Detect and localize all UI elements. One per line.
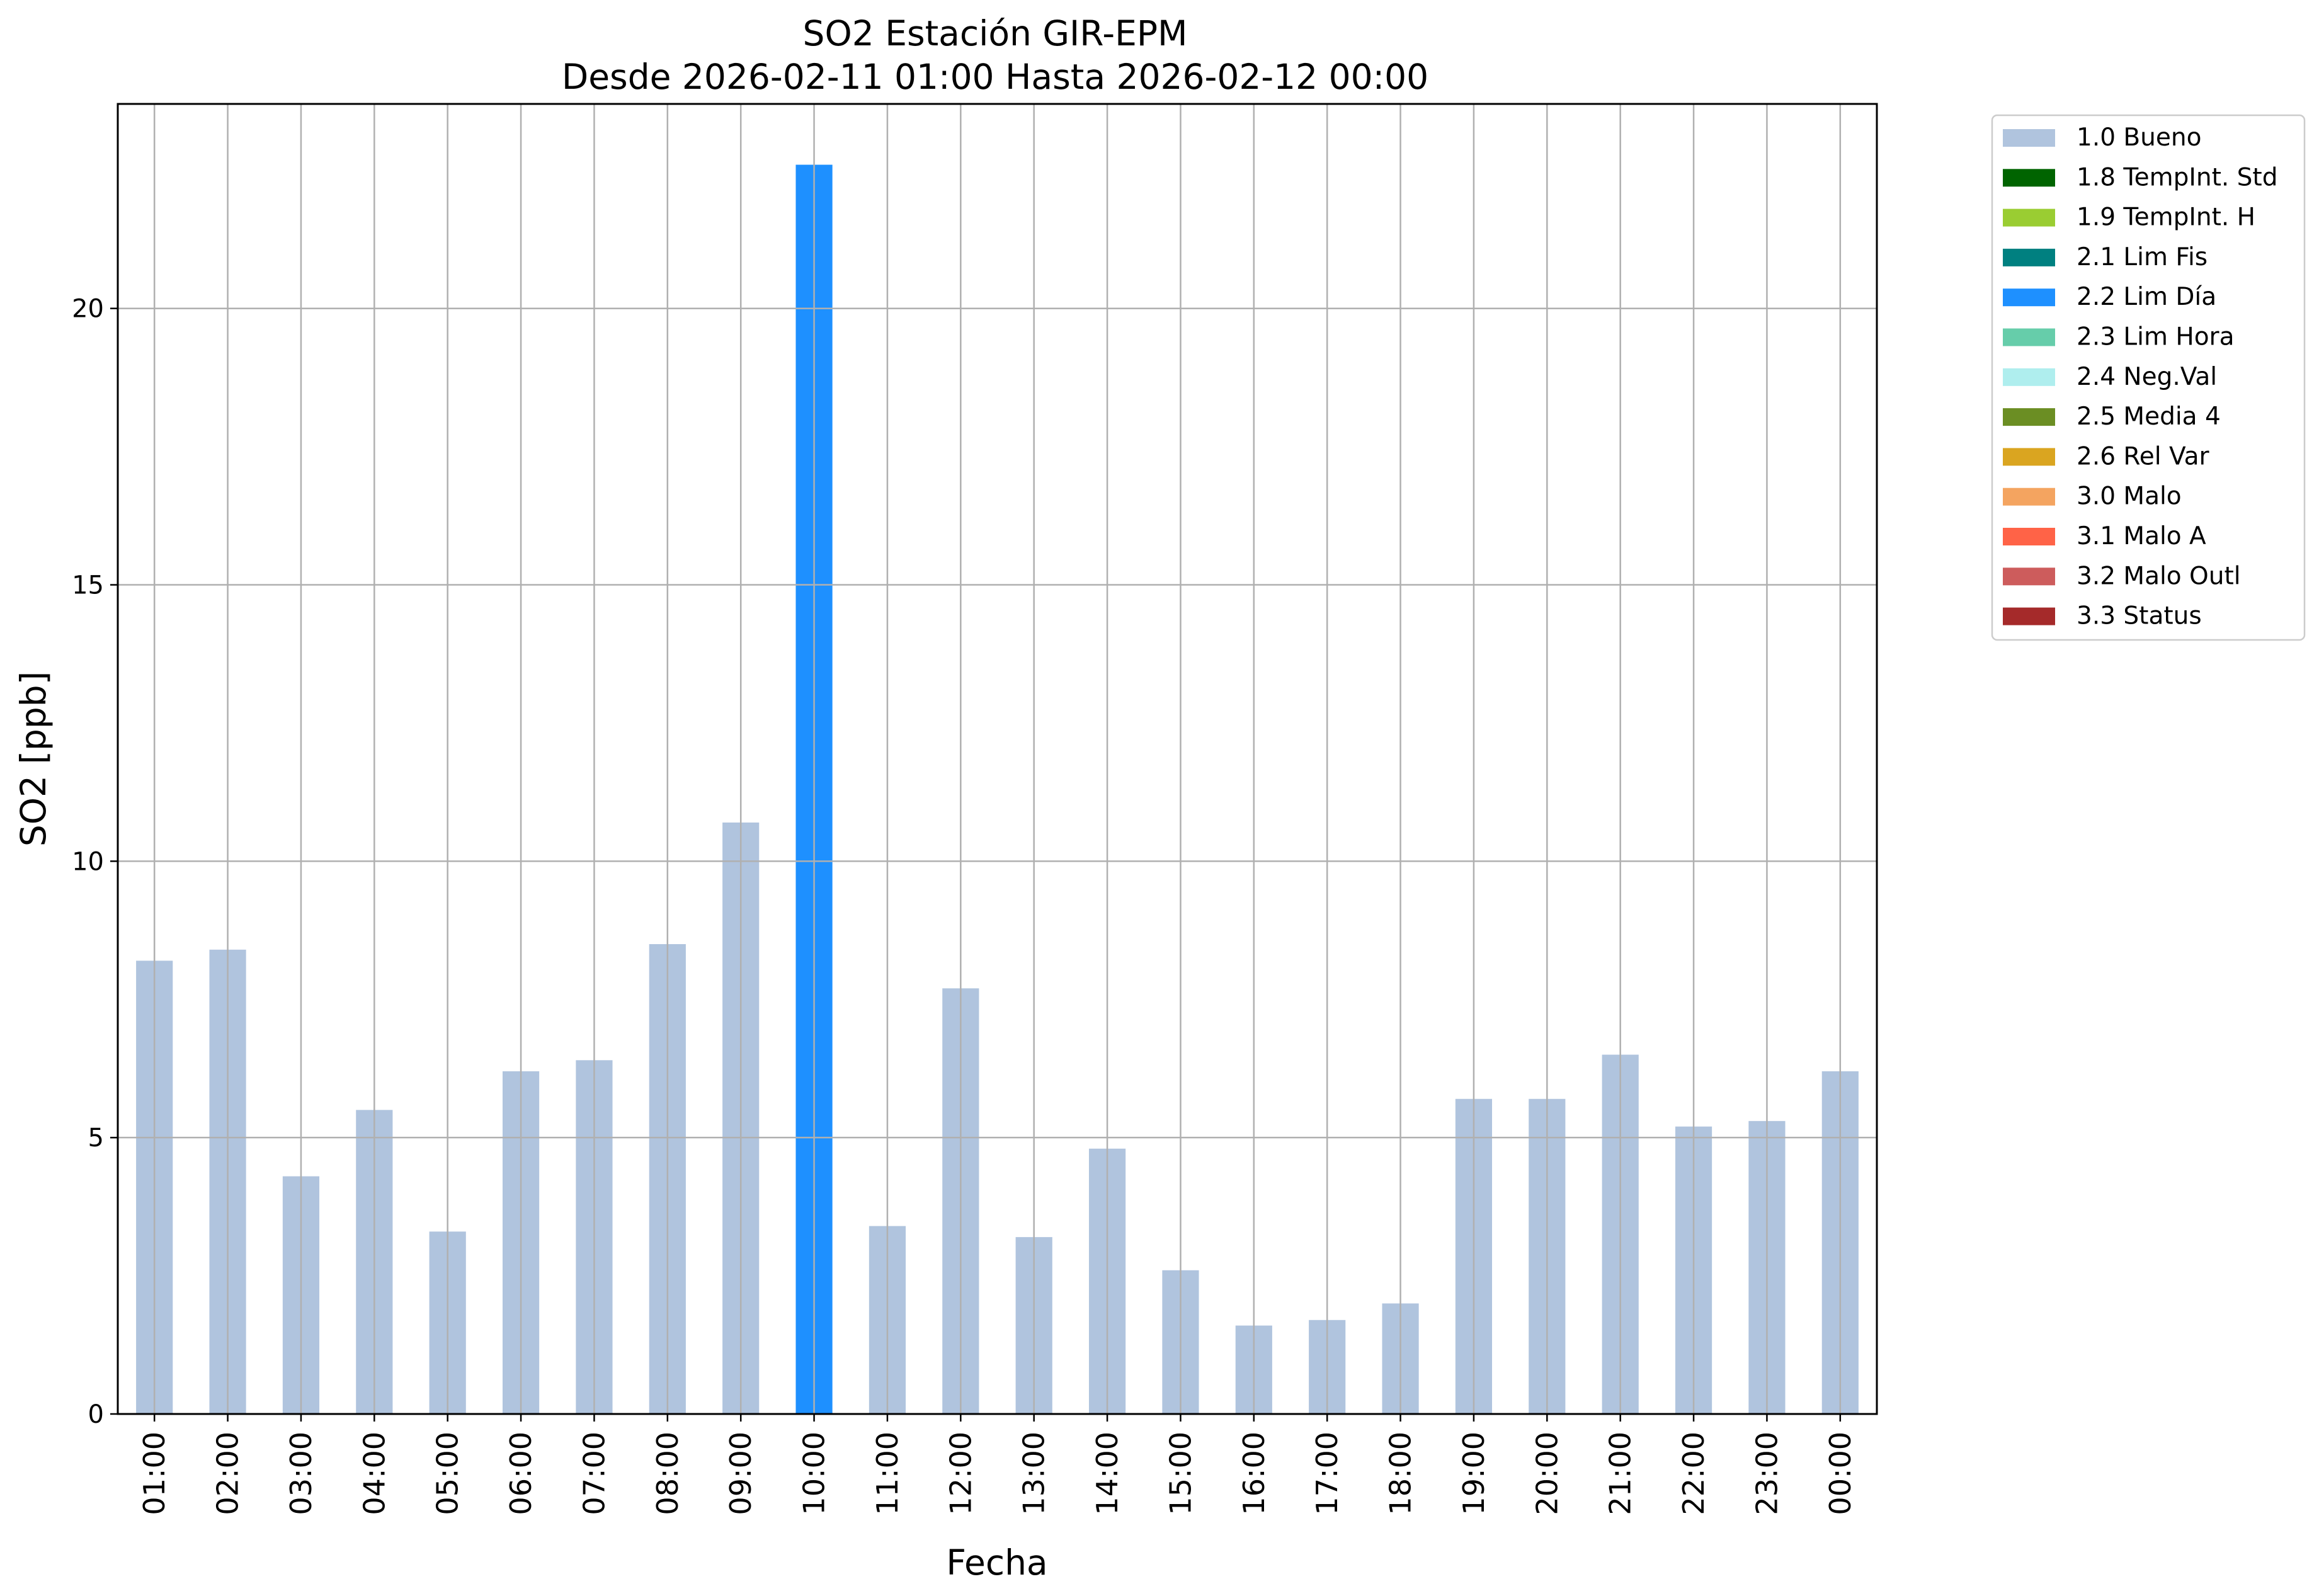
x-tick-label: 16:00 <box>1237 1432 1271 1515</box>
chart-title: SO2 Estación GIR-EPM <box>803 13 1188 54</box>
x-tick-label: 19:00 <box>1457 1432 1491 1515</box>
x-tick-label: 20:00 <box>1530 1432 1564 1515</box>
legend-swatch <box>2003 408 2055 426</box>
chart-subtitle: Desde 2026-02-11 01:00 Hasta 2026-02-12 … <box>562 57 1428 97</box>
legend-label: 2.3 Lim Hora <box>2077 323 2235 351</box>
x-tick-label: 07:00 <box>577 1432 611 1515</box>
x-tick-label: 03:00 <box>284 1432 318 1515</box>
x-tick-label: 08:00 <box>651 1432 685 1515</box>
y-tick-label: 20 <box>72 295 104 324</box>
legend-swatch <box>2003 208 2055 227</box>
legend-swatch <box>2003 487 2055 506</box>
legend-label: 2.1 Lim Fis <box>2077 243 2208 271</box>
y-tick-label: 5 <box>88 1124 104 1153</box>
x-tick-label: 04:00 <box>357 1432 391 1515</box>
legend-swatch <box>2003 528 2055 545</box>
y-axis-label: SO2 [ppb] <box>13 671 54 846</box>
x-tick-label: 23:00 <box>1750 1432 1784 1515</box>
x-tick-label: 05:00 <box>431 1432 465 1515</box>
legend-swatch <box>2003 328 2055 346</box>
legend-label: 1.8 TempInt. Std <box>2077 163 2277 191</box>
y-axis-ticks: 0 5 10 15 20 <box>72 295 118 1429</box>
x-tick-label: 01:00 <box>137 1432 171 1515</box>
x-tick-label: 14:00 <box>1090 1432 1124 1515</box>
legend-swatch <box>2003 368 2055 386</box>
bars <box>136 164 1859 1415</box>
legend-swatch <box>2003 607 2055 625</box>
legend-swatch <box>2003 448 2055 466</box>
legend: 1.0 Bueno 1.8 TempInt. Std 1.9 TempInt. H 2… <box>1991 114 2306 641</box>
legend-label: 3.3 Status <box>2077 602 2202 630</box>
legend-swatch <box>2003 248 2055 266</box>
x-axis-label: Fecha <box>946 1542 1047 1583</box>
x-axis-ticks: 01:00 02:00 03:00 04:00 05:00 06:00 07:00 08:00… <box>137 1414 1857 1515</box>
x-tick-label: 17:00 <box>1310 1432 1344 1515</box>
legend-label: 1.0 Bueno <box>2077 123 2201 152</box>
legend-label: 2.5 Media 4 <box>2077 402 2221 431</box>
legend-label: 1.9 TempInt. H <box>2077 203 2255 232</box>
legend-frame <box>1991 114 2306 641</box>
legend-label: 3.2 Malo Outl <box>2077 562 2241 590</box>
legend-swatch <box>2003 288 2055 307</box>
legend-label: 2.6 Rel Var <box>2077 442 2210 470</box>
y-tick-label: 15 <box>72 571 104 600</box>
x-tick-label: 06:00 <box>504 1432 538 1515</box>
x-tick-label: 21:00 <box>1604 1432 1638 1515</box>
legend-swatch <box>2003 169 2055 187</box>
x-tick-label: 15:00 <box>1163 1432 1197 1515</box>
legend-label: 2.4 Neg.Val <box>2077 363 2217 391</box>
x-tick-label: 22:00 <box>1677 1432 1711 1515</box>
y-tick-label: 10 <box>72 847 104 876</box>
x-tick-label: 02:00 <box>211 1432 245 1515</box>
y-tick-label: 0 <box>88 1400 104 1429</box>
legend-label: 3.1 Malo A <box>2077 522 2206 550</box>
x-tick-label: 10:00 <box>797 1432 831 1515</box>
legend-label: 3.0 Malo <box>2077 482 2182 511</box>
x-tick-label: 13:00 <box>1017 1432 1051 1515</box>
legend-swatch <box>2003 567 2055 586</box>
plot-frame <box>117 103 1878 1415</box>
x-tick-label: 11:00 <box>870 1432 904 1515</box>
legend-label: 2.2 Lim Día <box>2077 283 2216 311</box>
legend-swatch <box>2003 129 2055 147</box>
x-tick-label: 12:00 <box>943 1432 977 1515</box>
x-tick-label: 09:00 <box>724 1432 758 1515</box>
x-tick-label: 00:00 <box>1823 1432 1857 1515</box>
x-tick-label: 18:00 <box>1384 1432 1418 1515</box>
